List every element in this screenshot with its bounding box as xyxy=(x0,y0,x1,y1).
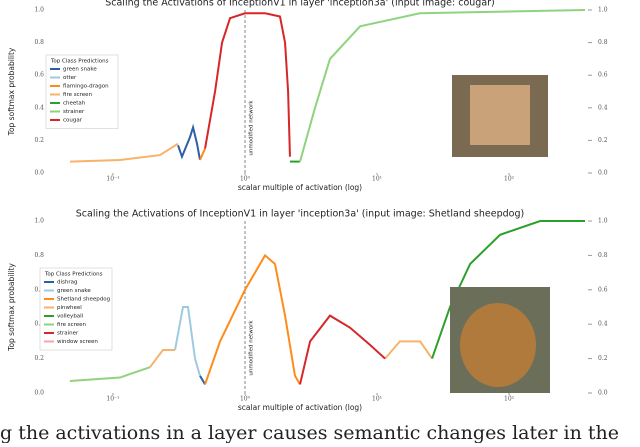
y-tick-label: 0.8 xyxy=(34,252,44,259)
cougar-face xyxy=(470,85,530,145)
x-tick-label: 10² xyxy=(504,176,515,183)
series-line xyxy=(69,366,151,382)
y-tick-label: 1.0 xyxy=(34,7,44,14)
chart-title: Scaling the Activations of InceptionV1 i… xyxy=(105,0,495,9)
x-axis-label: scalar multiple of activation (log) xyxy=(238,183,362,192)
y2-tick-label: 0.4 xyxy=(598,321,608,328)
sheepdog-body xyxy=(460,303,536,387)
series-line xyxy=(199,148,206,161)
y-tick-label: 0.0 xyxy=(34,390,44,397)
legend-label: fire screen xyxy=(57,322,87,328)
legend-label: strainer xyxy=(63,109,85,115)
legend-title: Top Class Predictions xyxy=(44,272,103,278)
y-tick-label: 0.6 xyxy=(34,286,44,293)
y2-tick-label: 1.0 xyxy=(598,218,608,225)
y2-tick-label: 0.6 xyxy=(598,286,608,293)
caption: g the activations in a layer causes sema… xyxy=(0,422,619,443)
y-axis-label: Top softmax probability xyxy=(7,263,16,352)
x-tick-label: 10² xyxy=(504,396,515,403)
legend-label: cheetah xyxy=(63,101,86,107)
y-axis-label: Top softmax probability xyxy=(7,47,16,136)
series-line xyxy=(204,12,291,157)
legend-label: window screen xyxy=(57,339,98,345)
legend-label: flamingo-dragon xyxy=(63,84,109,90)
x-tick-label: 10⁰ xyxy=(240,176,251,183)
series-line xyxy=(199,375,206,385)
y2-tick-label: 0.0 xyxy=(598,390,608,397)
y-tick-label: 0.0 xyxy=(34,170,44,177)
x-tick-label: 10⁻¹ xyxy=(106,396,119,403)
legend-title: Top Class Predictions xyxy=(50,59,109,65)
y2-tick-label: 0.4 xyxy=(598,104,608,111)
y2-tick-label: 0.2 xyxy=(598,355,608,362)
legend-label: green snake xyxy=(57,288,91,294)
legend-label: volleyball xyxy=(57,314,84,320)
legend-label: green snake xyxy=(63,67,97,73)
series-line xyxy=(177,123,201,161)
x-tick-label: 10¹ xyxy=(372,176,382,183)
annotation: unmodified network xyxy=(249,100,255,156)
series-line xyxy=(299,314,386,385)
series-line xyxy=(149,340,433,368)
legend-label: strainer xyxy=(57,331,79,337)
series-line xyxy=(299,9,586,162)
series-line xyxy=(431,220,585,359)
y-tick-label: 0.4 xyxy=(34,104,44,111)
y2-tick-label: 0.0 xyxy=(598,170,608,177)
legend-box xyxy=(45,54,119,129)
series-line xyxy=(174,306,201,377)
y-tick-label: 0.4 xyxy=(34,321,44,328)
y2-tick-label: 0.8 xyxy=(598,39,608,46)
chart-title: Scaling the Activations of InceptionV1 i… xyxy=(76,209,524,220)
legend-label: Shetland sheepdog xyxy=(57,297,110,303)
legend-label: cougar xyxy=(63,118,83,124)
series-line xyxy=(204,253,301,385)
legend-label: dishrag xyxy=(57,280,78,286)
x-axis-label: scalar multiple of activation (log) xyxy=(238,403,362,412)
y-tick-label: 0.6 xyxy=(34,72,44,79)
y2-tick-label: 0.6 xyxy=(598,72,608,79)
y-tick-label: 0.8 xyxy=(34,39,44,46)
y-tick-label: 0.2 xyxy=(34,355,44,362)
series-line xyxy=(69,142,179,163)
legend-label: otter xyxy=(63,75,77,81)
annotation: unmodified network xyxy=(249,320,255,376)
legend-label: fire screen xyxy=(63,92,93,98)
x-tick-label: 10⁻¹ xyxy=(106,176,119,183)
y2-tick-label: 0.8 xyxy=(598,252,608,259)
x-tick-label: 10⁰ xyxy=(240,396,251,403)
y2-tick-label: 0.2 xyxy=(598,137,608,144)
y2-tick-label: 1.0 xyxy=(598,7,608,14)
y-tick-label: 1.0 xyxy=(34,218,44,225)
x-tick-label: 10¹ xyxy=(372,396,382,403)
y-tick-label: 0.2 xyxy=(34,137,44,144)
legend-label: pinwheel xyxy=(57,305,82,311)
